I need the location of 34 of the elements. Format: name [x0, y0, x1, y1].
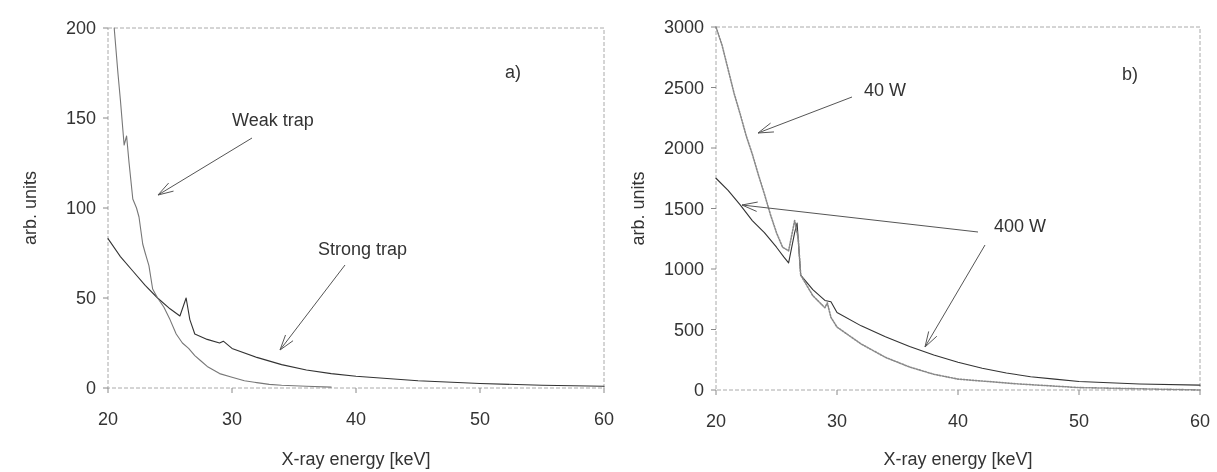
x-tick-label: 50 [1068, 411, 1090, 431]
y-tick-label: 0 [85, 378, 96, 399]
y-tick-label: 0 [693, 380, 704, 401]
annotation: 400 W [994, 216, 1047, 236]
x-tick-label: 30 [826, 411, 848, 431]
line-series [715, 177, 1201, 386]
x-tick-label: 20 [97, 409, 119, 429]
x-tick-label: 60 [593, 409, 615, 429]
x-tick-label: 40 [345, 409, 367, 429]
annotation: Strong trap [318, 239, 408, 259]
line-series [107, 238, 605, 387]
y-tick-label: 200 [65, 18, 96, 39]
annotation: a) [505, 62, 522, 82]
y-tick-label: 500 [673, 319, 704, 340]
x-tick-label: 20 [705, 411, 727, 431]
x-axis-title: X-ray energy [keV] [281, 449, 431, 469]
y-tick-label: 150 [65, 108, 96, 129]
annotation: 40 W [864, 80, 907, 100]
y-tick-label: 2500 [663, 77, 704, 98]
x-axis-title: X-ray energy [keV] [883, 449, 1033, 469]
y-axis-title: arb. units [20, 170, 40, 246]
y-axis-title: arb. units [628, 171, 648, 246]
y-tick-label: 3000 [663, 17, 704, 38]
annotation: b) [1122, 64, 1139, 84]
y-tick-label: 2000 [663, 138, 704, 159]
x-tick-label: 60 [1189, 411, 1211, 431]
x-tick-label: 30 [221, 409, 243, 429]
y-tick-label: 1500 [663, 198, 704, 219]
x-tick-label: 50 [469, 409, 491, 429]
x-tick-label: 40 [947, 411, 969, 431]
annotation: Weak trap [232, 110, 314, 130]
y-tick-label: 50 [75, 288, 96, 309]
y-tick-label: 100 [65, 198, 96, 219]
y-tick-label: 1000 [663, 259, 704, 280]
